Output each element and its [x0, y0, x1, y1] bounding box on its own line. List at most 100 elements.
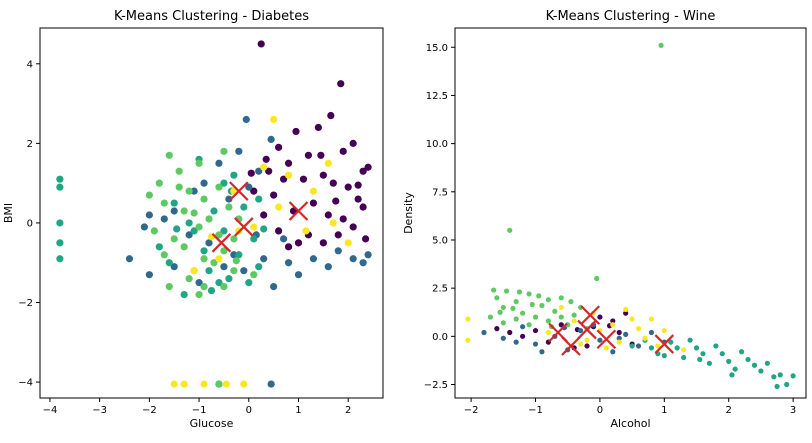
- chart-diabetes-point-cluster-3: [220, 247, 228, 255]
- chart-diabetes-point-cluster-4: [344, 239, 352, 247]
- chart-diabetes-point-cluster-3: [180, 243, 188, 251]
- chart-wine-centroid-marker: [596, 329, 617, 350]
- chart-wine-point-cluster-3: [529, 301, 535, 308]
- chart-wine-point-cluster-2: [693, 345, 700, 351]
- chart-wine-point-cluster-3: [503, 288, 510, 294]
- chart-wine-point-cluster-2: [729, 372, 735, 378]
- chart-diabetes-point-cluster-0: [275, 143, 283, 151]
- chart-diabetes-point-cluster-0: [265, 167, 273, 175]
- chart-wine-marks: [465, 42, 796, 390]
- chart-wine-point-cluster-2: [745, 356, 751, 363]
- chart-wine-point-cluster-4: [603, 345, 609, 351]
- chart-diabetes-point-cluster-0: [284, 243, 293, 251]
- chart-diabetes-point-cluster-2: [260, 225, 268, 233]
- chart-wine-point-cluster-2: [681, 354, 687, 361]
- chart-wine-point-cluster-3: [491, 287, 497, 293]
- chart-wine-point-cluster-3: [497, 309, 503, 315]
- chart-diabetes-point-cluster-3: [160, 251, 168, 259]
- chart-diabetes-point-cluster-0: [262, 155, 270, 163]
- chart-diabetes-point-cluster-1: [190, 187, 198, 195]
- chart-diabetes-point-cluster-0: [339, 147, 347, 155]
- chart-diabetes-point-cluster-3: [210, 259, 218, 267]
- chart-diabetes-point-cluster-2: [56, 183, 64, 191]
- chart-wine-point-cluster-4: [584, 337, 590, 343]
- chart-diabetes-point-cluster-4: [329, 219, 337, 227]
- chart-diabetes-point-cluster-2: [235, 251, 243, 259]
- chart-diabetes-point-cluster-3: [220, 147, 228, 155]
- chart-wine-point-cluster-4: [635, 326, 642, 332]
- chart-wine-point-cluster-2: [668, 339, 674, 345]
- chart-diabetes-point-cluster-4: [275, 203, 283, 211]
- chart-diabetes-point-cluster-1: [125, 255, 134, 263]
- chart-diabetes-point-cluster-2: [185, 219, 193, 227]
- chart-diabetes-point-cluster-1: [242, 115, 250, 124]
- chart-diabetes-point-cluster-2: [250, 235, 258, 243]
- chart-diabetes-axes-frame: [39, 27, 384, 399]
- chart-wine-point-cluster-4: [642, 335, 648, 341]
- chart-diabetes-centroid-marker: [229, 181, 249, 201]
- chart-diabetes-point-cluster-2: [230, 171, 238, 179]
- chart-diabetes-point-cluster-2: [56, 239, 64, 247]
- chart-diabetes-point-cluster-1: [279, 235, 288, 243]
- chart-diabetes-point-cluster-3: [175, 183, 183, 191]
- chart-wine-point-cluster-4: [616, 339, 622, 345]
- chart-diabetes-point-cluster-2: [240, 203, 248, 211]
- chart-wine-x-axis-label: Alcohol: [610, 417, 650, 430]
- chart-diabetes-point-cluster-3: [145, 191, 153, 199]
- chart-wine-x-tick-label: −2: [464, 405, 479, 416]
- chart-wine-axes-frame: [454, 27, 807, 399]
- chart-wine-y-tick-label: 0.0: [432, 332, 448, 343]
- chart-diabetes-point-cluster-3: [230, 267, 238, 275]
- chart-diabetes-point-cluster-1: [170, 207, 178, 215]
- chart-wine-point-cluster-3: [494, 295, 500, 301]
- chart-wine-y-tick-label: 5.0: [432, 235, 448, 246]
- chart-wine-point-cluster-2: [751, 362, 758, 368]
- chart-diabetes-point-cluster-0: [247, 169, 255, 177]
- chart-diabetes-y-tick-label: −2: [18, 298, 33, 309]
- chart-diabetes-point-cluster-1: [270, 283, 278, 291]
- chart-diabetes-y-tick-label: −4: [18, 378, 33, 389]
- chart-wine-point-cluster-1: [616, 335, 622, 341]
- chart-diabetes-point-cluster-3: [200, 195, 208, 203]
- chart-wine-point-cluster-4: [558, 304, 564, 311]
- chart-diabetes-point-cluster-3: [205, 215, 213, 223]
- chart-wine-point-cluster-3: [545, 318, 551, 324]
- chart-wine-point-cluster-3: [513, 299, 519, 305]
- chart-wine-point-cluster-3: [487, 314, 494, 320]
- chart-diabetes-point-cluster-2: [205, 267, 213, 275]
- chart-wine-y-tick-label: 10.0: [426, 139, 448, 150]
- chart-wine-point-cluster-1: [597, 337, 603, 343]
- chart-wine-point-cluster-0: [610, 318, 616, 324]
- chart-diabetes-point-cluster-0: [275, 227, 283, 235]
- chart-diabetes-point-cluster-2: [56, 219, 64, 227]
- chart-wine-point-cluster-4: [681, 347, 687, 353]
- chart-diabetes-x-tick-label: 0: [246, 405, 252, 416]
- chart-wine-point-cluster-3: [545, 297, 551, 303]
- chart-wine-point-cluster-4: [577, 341, 584, 347]
- chart-diabetes-point-cluster-4: [284, 171, 293, 179]
- chart-diabetes-point-cluster-0: [329, 179, 337, 187]
- chart-diabetes-y-tick-label: 0: [27, 218, 33, 229]
- chart-diabetes-point-cluster-0: [332, 197, 340, 205]
- chart-wine-point-cluster-4: [545, 329, 551, 336]
- chart-diabetes-point-cluster-2: [245, 279, 253, 287]
- chart-diabetes-point-cluster-1: [334, 247, 342, 255]
- chart-wine-point-cluster-4: [648, 316, 655, 322]
- chart-diabetes-point-cluster-0: [359, 203, 367, 211]
- chart-wine-y-axis-label: Density: [402, 192, 415, 234]
- chart-wine-point-cluster-4: [610, 322, 616, 328]
- chart-diabetes-point-cluster-3: [232, 257, 240, 265]
- chart-wine-ticks: −2 −1 0 1 2 3 −2.5 0.0 2.5 5.0 7.5 10.0 12.5 15.0: [424, 43, 797, 416]
- chart-diabetes-point-cluster-2: [173, 225, 181, 233]
- chart-diabetes-point-cluster-2: [155, 243, 163, 251]
- chart-diabetes-point-cluster-3: [190, 209, 198, 217]
- chart-wine-point-cluster-0: [520, 333, 526, 339]
- chart-wine-point-cluster-0: [623, 310, 629, 316]
- chart-diabetes-point-cluster-4: [240, 380, 248, 388]
- chart-diabetes-point-cluster-1: [349, 255, 357, 263]
- chart-wine-point-cluster-2: [674, 345, 680, 351]
- chart-wine-title: K-Means Clustering - Wine: [546, 9, 716, 24]
- chart-wine-point-cluster-2: [726, 358, 732, 364]
- chart-diabetes-centroid-marker: [234, 217, 254, 237]
